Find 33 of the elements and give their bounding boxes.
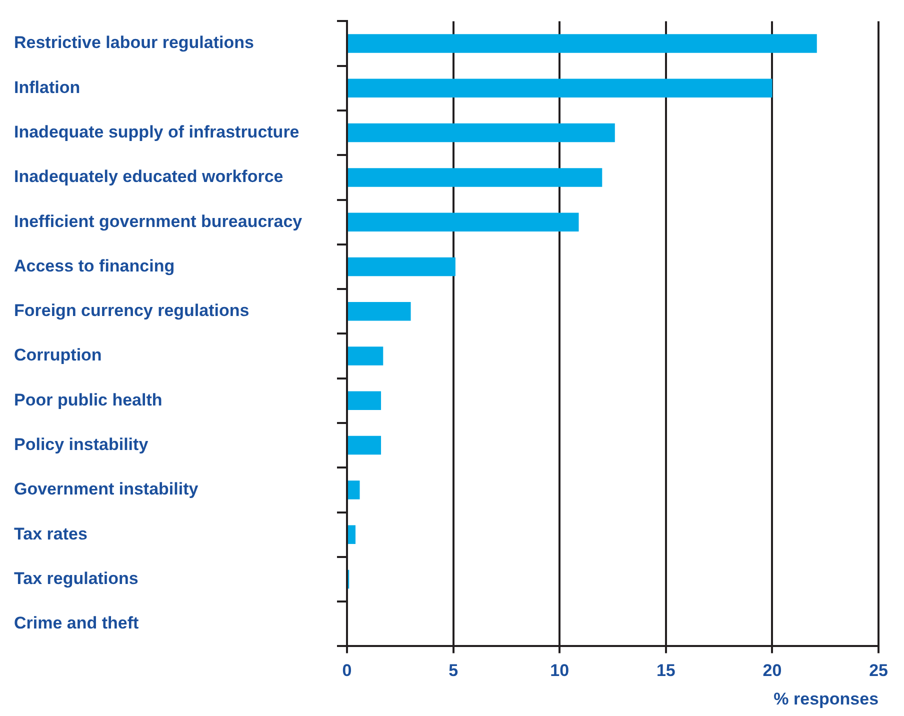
bar xyxy=(348,78,772,98)
x-tick-label: 5 xyxy=(448,661,458,680)
y-tick-label: Restrictive labour regulations xyxy=(14,33,254,52)
bar xyxy=(348,123,615,142)
bar xyxy=(348,34,817,53)
y-tick-label: Policy instability xyxy=(14,434,149,454)
y-tick-label: Government instability xyxy=(14,480,199,499)
x-axis-title: % responses xyxy=(774,689,879,708)
y-tick-label: Tax regulations xyxy=(14,568,138,588)
y-tick-label: Poor public health xyxy=(14,390,162,410)
y-tick-label: Access to financing xyxy=(14,256,175,276)
y-tick-label: Tax rates xyxy=(14,524,88,544)
y-tick-label: Corruption xyxy=(14,346,102,365)
x-tick-label: 10 xyxy=(550,661,570,680)
bar xyxy=(348,436,382,455)
x-tick-label: 15 xyxy=(656,661,676,680)
bar xyxy=(348,525,356,544)
x-tick-label: 25 xyxy=(869,661,888,680)
x-tick-label: 0 xyxy=(342,661,352,680)
x-tick-label: 20 xyxy=(762,661,782,680)
bar xyxy=(348,257,456,276)
y-tick-label: Crime and theft xyxy=(14,614,140,633)
bar xyxy=(348,212,579,232)
bar xyxy=(348,346,384,366)
y-tick-label: Inflation xyxy=(14,78,80,97)
y-tick-label: Inadequately educated workforce xyxy=(14,167,284,186)
bar xyxy=(348,480,360,500)
bar xyxy=(348,391,382,410)
bar xyxy=(348,168,602,187)
bar xyxy=(348,302,411,321)
y-tick-label: Inefficient government bureaucracy xyxy=(14,212,303,231)
y-tick-label: Inadequate supply of infrastructure xyxy=(14,122,300,142)
y-tick-label: Foreign currency regulations xyxy=(14,301,250,320)
